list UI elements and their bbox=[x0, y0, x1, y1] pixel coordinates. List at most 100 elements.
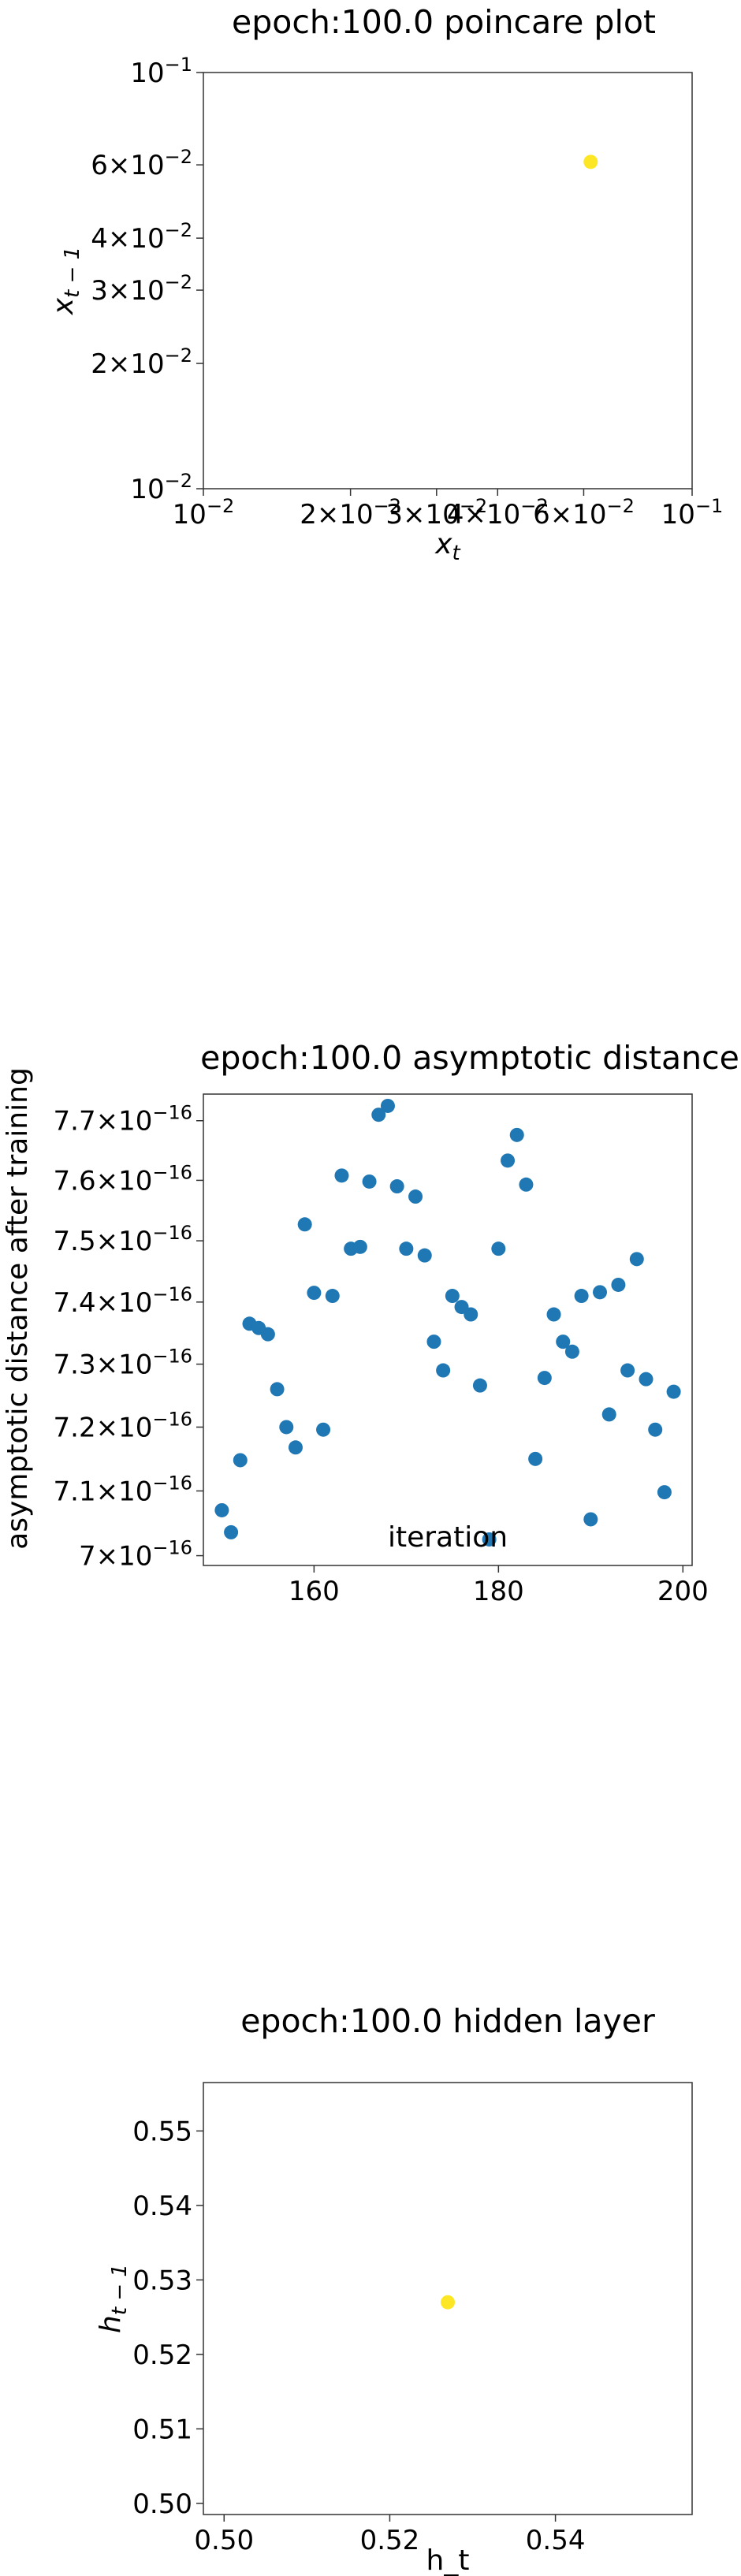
poincare-plot-point bbox=[583, 154, 598, 169]
asymptotic-distance-ytick-label: 7.5×10−16 bbox=[54, 1222, 192, 1257]
asymptotic-distance-point bbox=[509, 1127, 524, 1142]
poincare-plot-title: epoch:100.0 poincare plot bbox=[232, 3, 656, 41]
asymptotic-distance-point bbox=[583, 1512, 598, 1527]
poincare-plot-ytick-label-base: 6×10 bbox=[91, 150, 164, 181]
poincare-plot-xtick-label: 2×10−2 bbox=[300, 495, 401, 530]
poincare-plot-ytick-label: 4×10−2 bbox=[91, 219, 192, 255]
asymptotic-distance-ticks: 160 180 2007×10−167.1×10−167.2×10−167.3×10… bbox=[54, 1102, 709, 1607]
asymptotic-distance-ytick-label-exponent: −16 bbox=[152, 1283, 192, 1305]
hidden-layer-xtick-label: 0.54 bbox=[526, 2525, 586, 2556]
poincare-plot-ytick-label-base: 2×10 bbox=[91, 348, 164, 380]
hidden-layer-chart: epoch:100.0 hidden layer 0.50 0.52 0.540.5… bbox=[95, 2002, 693, 2576]
poincare-plot-xtick-label-base: 4×10 bbox=[447, 499, 520, 530]
hidden-layer-points bbox=[441, 2295, 455, 2310]
poincare-plot-xtick-label-base: 10 bbox=[661, 499, 695, 530]
poincare-plot-ytick-label-exponent: −2 bbox=[165, 271, 192, 293]
asymptotic-distance-point bbox=[519, 1177, 534, 1192]
asymptotic-distance-point bbox=[528, 1451, 543, 1466]
asymptotic-distance-point bbox=[537, 1371, 552, 1386]
hidden-layer-xtick-label: 0.50 bbox=[194, 2525, 254, 2556]
poincare-plot-ytick-label: 3×10−2 bbox=[91, 271, 192, 307]
asymptotic-distance-xtick-label: 160 bbox=[289, 1576, 340, 1607]
asymptotic-distance-point bbox=[639, 1372, 653, 1387]
asymptotic-distance-ytick-label-exponent: −16 bbox=[152, 1161, 192, 1183]
asymptotic-distance-ytick-label-exponent: −16 bbox=[152, 1472, 192, 1494]
poincare-plot-ylabel: xt − 1 bbox=[47, 247, 84, 315]
asymptotic-distance-point bbox=[546, 1307, 561, 1322]
asymptotic-distance-ytick-label-base: 7.3×10 bbox=[54, 1349, 153, 1381]
hidden-layer-frame bbox=[203, 2082, 693, 2515]
poincare-plot-ytick-label: 10−1 bbox=[130, 54, 192, 89]
poincare-plot-ytick-label-base: 10 bbox=[130, 58, 164, 89]
poincare-plot-xtick-label: 10−2 bbox=[173, 495, 235, 530]
poincare-plot-chart: epoch:100.0 poincare plot 10−2 2×10−23×10… bbox=[47, 3, 723, 565]
poincare-plot-ytick-label: 6×10−2 bbox=[91, 146, 192, 181]
poincare-plot-ytick-label-exponent: −1 bbox=[165, 54, 192, 76]
hidden-layer-ylabel-subscript: t − 1 bbox=[108, 2264, 132, 2315]
poincare-plot-ylabel-subscript: t − 1 bbox=[61, 247, 84, 298]
hidden-layer-point bbox=[441, 2295, 455, 2310]
asymptotic-distance-xlabel: iteration bbox=[388, 1521, 508, 1554]
asymptotic-distance-point bbox=[224, 1524, 239, 1539]
hidden-layer-ytick-label: 0.55 bbox=[132, 2116, 192, 2147]
asymptotic-distance-point bbox=[233, 1453, 248, 1468]
asymptotic-distance-point bbox=[352, 1239, 367, 1254]
asymptotic-distance-ytick-label: 7.1×10−16 bbox=[54, 1472, 192, 1507]
poincare-plot-xtick-label-base: 3×10 bbox=[385, 499, 459, 530]
asymptotic-distance-xtick-label: 200 bbox=[657, 1576, 709, 1607]
hidden-layer-ylabel: ht − 1 bbox=[95, 2264, 132, 2333]
asymptotic-distance-ytick-label: 7.4×10−16 bbox=[54, 1283, 192, 1319]
poincare-plot-ytick-label-base: 4×10 bbox=[91, 223, 164, 255]
poincare-plot-xtick-label-base: 6×10 bbox=[533, 499, 606, 530]
asymptotic-distance-ytick-label: 7.3×10−16 bbox=[54, 1346, 192, 1381]
asymptotic-distance-point bbox=[297, 1217, 312, 1232]
hidden-layer-ticks: 0.50 0.52 0.54 0.50 0.51 0.52 0.53 0.54 0.55 bbox=[132, 2116, 585, 2556]
poincare-plot-xtick-label-base: 10 bbox=[173, 499, 207, 530]
asymptotic-distance-point bbox=[666, 1384, 681, 1399]
hidden-layer-xlabel: h_t bbox=[426, 2544, 470, 2576]
hidden-layer-ytick-label: 0.53 bbox=[132, 2265, 192, 2296]
poincare-plot-xtick-label: 3×10−2 bbox=[385, 495, 487, 530]
asymptotic-distance-point bbox=[491, 1241, 506, 1256]
asymptotic-distance-title: epoch:100.0 asymptotic distance bbox=[200, 1039, 739, 1077]
asymptotic-distance-point bbox=[657, 1485, 672, 1500]
hidden-layer-xtick-label: 0.52 bbox=[360, 2525, 420, 2556]
asymptotic-distance-ytick-label-exponent: −16 bbox=[152, 1537, 192, 1559]
poincare-plot-xtick-label-exponent: −2 bbox=[207, 495, 234, 517]
asymptotic-distance-point bbox=[288, 1440, 303, 1455]
asymptotic-distance-ytick-label-base: 7.5×10 bbox=[54, 1226, 153, 1257]
asymptotic-distance-point bbox=[279, 1420, 294, 1435]
asymptotic-distance-point bbox=[307, 1286, 322, 1301]
asymptotic-distance-point bbox=[620, 1363, 635, 1378]
poincare-plot-xtick-label: 6×10−2 bbox=[533, 495, 635, 530]
poincare-plot-xtick-label-exponent: −2 bbox=[374, 495, 401, 517]
asymptotic-distance-point bbox=[593, 1285, 608, 1300]
poincare-plot-xtick-label: 4×10−2 bbox=[447, 495, 549, 530]
poincare-plot-ytick-label-exponent: −2 bbox=[165, 344, 192, 367]
asymptotic-distance-point bbox=[629, 1252, 644, 1267]
hidden-layer-ytick-label: 0.51 bbox=[132, 2414, 192, 2445]
asymptotic-distance-ytick-label-base: 7.7×10 bbox=[54, 1106, 153, 1137]
poincare-plot-frame bbox=[203, 72, 693, 490]
poincare-plot-ytick-label: 10−2 bbox=[130, 470, 192, 505]
poincare-plot-ytick-label-exponent: −2 bbox=[165, 146, 192, 168]
asymptotic-distance-points bbox=[214, 1098, 681, 1547]
asymptotic-distance-point bbox=[214, 1502, 229, 1517]
poincare-plot-xlabel-subscript: t bbox=[452, 542, 461, 565]
asymptotic-distance-ylabel: asymptotic distance after training bbox=[2, 1067, 34, 1550]
asymptotic-distance-ytick-label-base: 7.6×10 bbox=[54, 1165, 153, 1197]
poincare-plot-xtick-label-exponent: −1 bbox=[695, 495, 723, 517]
asymptotic-distance-chart: epoch:100.0 asymptotic distance 160 180 20… bbox=[2, 1039, 739, 1607]
hidden-layer-ytick-label: 0.54 bbox=[132, 2191, 192, 2222]
asymptotic-distance-ytick-label: 7.7×10−16 bbox=[54, 1102, 192, 1137]
asymptotic-distance-point bbox=[501, 1153, 516, 1168]
asymptotic-distance-point bbox=[399, 1241, 414, 1256]
asymptotic-distance-ytick-label-exponent: −16 bbox=[152, 1102, 192, 1124]
asymptotic-distance-point bbox=[316, 1422, 331, 1437]
hidden-layer-ytick-label: 0.50 bbox=[132, 2489, 192, 2520]
asymptotic-distance-point bbox=[426, 1335, 441, 1349]
asymptotic-distance-point bbox=[464, 1307, 478, 1322]
hidden-layer-ytick-label: 0.52 bbox=[132, 2340, 192, 2371]
asymptotic-distance-point bbox=[601, 1407, 616, 1422]
asymptotic-distance-ytick-label-exponent: −16 bbox=[152, 1408, 192, 1430]
